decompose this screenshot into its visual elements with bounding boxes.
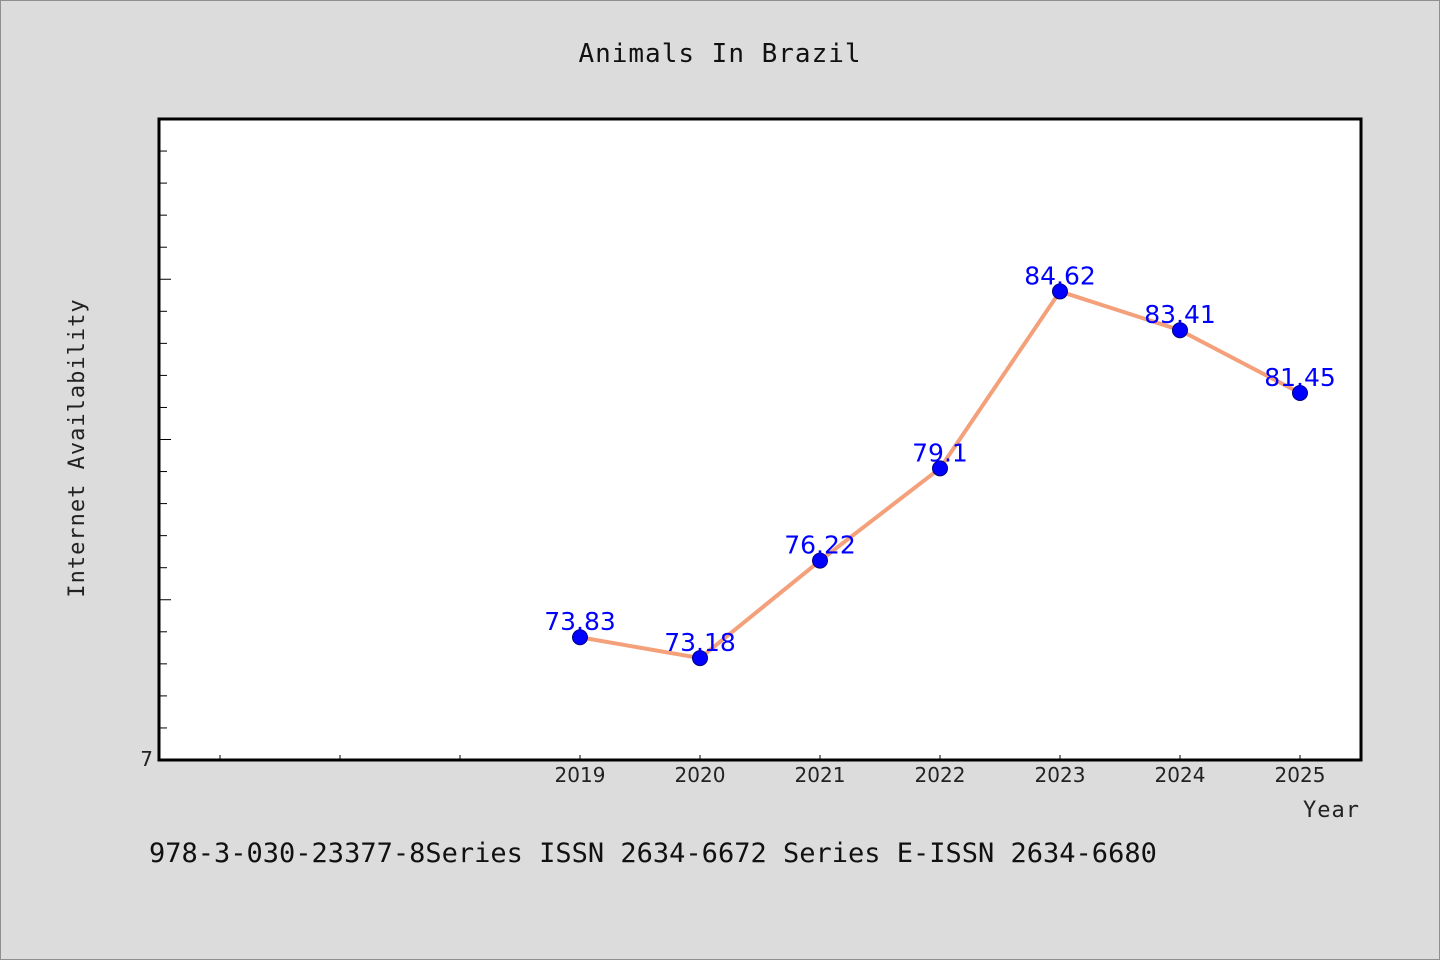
y-axis-label: Internet Availability — [65, 298, 90, 597]
data-point-2024 — [1172, 322, 1188, 339]
data-label-2024: 83.41 — [1144, 300, 1216, 329]
y-tick-label-7: 7 — [140, 747, 153, 771]
x-tick-label-2020: 2020 — [675, 763, 726, 787]
x-tick-label-2025: 2025 — [1275, 763, 1326, 787]
data-markers — [572, 283, 1308, 667]
data-point-2023 — [1052, 283, 1068, 300]
x-tick-label-2024: 2024 — [1155, 763, 1206, 787]
data-label-2023: 84.62 — [1024, 261, 1096, 290]
chart-title: Animals In Brazil — [578, 39, 861, 69]
footer-isbn-issn: 978-3-030-23377-8Series ISSN 2634-6672 S… — [149, 838, 1157, 869]
data-label-2020: 73.18 — [664, 628, 736, 657]
x-axis-tick-labels: 2019 2020 2021 2022 2023 2024 2025 — [555, 763, 1326, 787]
data-label-2025: 81.45 — [1264, 363, 1336, 392]
data-label-2019: 73.83 — [544, 607, 616, 636]
x-tick-label-2019: 2019 — [555, 763, 606, 787]
data-point-2019 — [572, 629, 588, 646]
data-labels: 73.83 73.18 76.22 79.1 84.62 83.41 81.45 — [544, 261, 1336, 657]
x-tick-label-2023: 2023 — [1035, 763, 1086, 787]
data-label-2021: 76.22 — [784, 531, 856, 560]
plot-area — [157, 117, 1363, 762]
x-axis-label: Year — [1303, 798, 1360, 823]
data-point-2025 — [1292, 385, 1308, 402]
x-tick-label-2022: 2022 — [915, 763, 966, 787]
x-axis-ticks — [219, 755, 1301, 760]
y-axis-tick-labels: 7 — [140, 747, 153, 771]
data-point-2021 — [812, 552, 828, 569]
data-label-2022: 79.1 — [912, 438, 968, 467]
x-tick-label-2021: 2021 — [795, 763, 846, 787]
y-axis-ticks — [159, 150, 171, 729]
data-point-2020 — [692, 650, 708, 667]
data-point-2022 — [932, 460, 948, 477]
